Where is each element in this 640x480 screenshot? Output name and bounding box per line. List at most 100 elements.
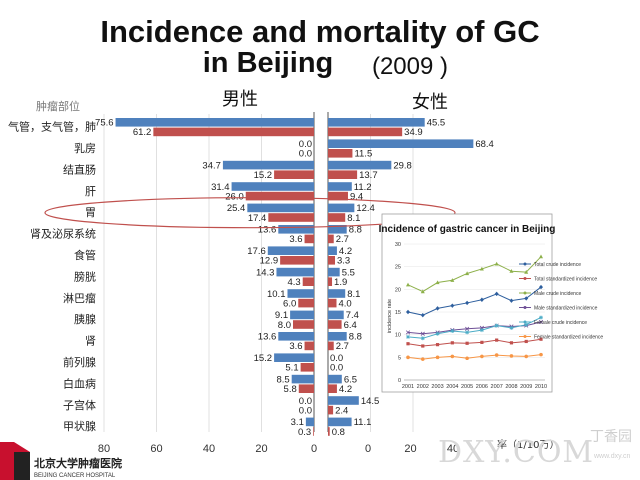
inset-point: [539, 337, 543, 341]
female-bar: [328, 310, 344, 320]
female-bar: [328, 256, 336, 265]
female-bar: [328, 225, 347, 234]
logo-mark-black: [14, 452, 30, 480]
category-label: 前列腺: [63, 355, 96, 369]
female-bar: [328, 341, 334, 351]
category-label: 结直肠: [63, 162, 96, 176]
male-bar: [278, 332, 314, 341]
male-bar: [293, 320, 314, 329]
inset-point: [405, 330, 411, 335]
inset-legend-marker: [523, 320, 527, 324]
inset-point: [420, 312, 425, 318]
inset-point: [494, 353, 499, 357]
category-label: 乳房: [74, 142, 96, 155]
inset-point: [465, 330, 470, 335]
male-bar-value: 17.4: [248, 213, 267, 224]
female-bar-value: 1.9: [334, 277, 347, 288]
male-bar: [304, 341, 314, 351]
female-bar-value: 8.1: [347, 213, 360, 224]
female-bar-value: 9.4: [350, 191, 363, 202]
inset-xtick: 2004: [446, 384, 458, 390]
male-axis-tick: 80: [98, 443, 110, 455]
female-bar: [328, 374, 342, 384]
inset-legend-label: Male standardized incidence: [534, 305, 598, 311]
inset-legend-label: Female crude incidence: [534, 320, 587, 326]
inset-series-line: [407, 354, 542, 360]
male-bar-value: 6.0: [283, 298, 296, 309]
female-bar: [328, 234, 334, 244]
female-bar-value: 5.5: [342, 267, 355, 278]
inset-point: [406, 334, 410, 339]
inset-point: [524, 354, 529, 359]
inset-title: Incidence of gastric cancer in Beijing: [379, 224, 556, 235]
inset-xtick: 2006: [476, 384, 488, 390]
watermark-url: www.dxy.cn: [593, 453, 631, 460]
male-bar: [313, 427, 314, 436]
female-bar: [328, 427, 330, 436]
inset-point: [479, 266, 484, 271]
inset-point: [465, 271, 470, 276]
male-bar: [247, 203, 314, 213]
inset-point: [435, 306, 440, 311]
female-axis-tick: 0: [365, 443, 371, 455]
inset-point: [494, 291, 499, 297]
male-bar-value: 34.7: [202, 160, 221, 171]
male-bar: [268, 213, 314, 222]
hospital-logo: 北京大学肿瘤医院 BEIJING CANCER HOSPITAL: [0, 442, 122, 480]
male-bar-value: 10.1: [267, 289, 286, 300]
inset-point: [479, 328, 484, 333]
female-bar: [328, 182, 352, 191]
male-bar-value: 61.2: [133, 127, 152, 138]
butterfly-category-labels: 气管，支气管，肺乳房结直肠肝胃肾及泌尿系统食管膀胱淋巴瘤胰腺肾前列腺白血病子宫体…: [8, 120, 96, 434]
inset-point: [406, 355, 410, 360]
female-bar-value: 11.1: [354, 417, 372, 428]
male-bar: [274, 353, 314, 362]
female-bar: [328, 118, 425, 127]
category-label: 甲状腺: [63, 419, 96, 433]
inset-point: [509, 298, 514, 303]
female-bar-value: 8.1: [347, 289, 360, 300]
logo-subtitle: BEIJING CANCER HOSPITAL: [34, 473, 116, 479]
female-bar: [328, 320, 342, 329]
butterfly-bars: 75.661.245.534.90.00.068.411.534.715.229…: [95, 118, 494, 438]
category-label: 肾: [85, 335, 96, 348]
male-bar: [245, 191, 314, 201]
female-bar-value: 68.4: [475, 139, 494, 150]
inset-point: [435, 280, 440, 285]
male-bar: [153, 127, 314, 137]
inset-legend-marker: [523, 277, 527, 280]
inset-series-lines: [405, 254, 544, 361]
inset-ytick: 20: [395, 287, 401, 293]
inset-point: [539, 315, 543, 320]
inset-point: [538, 319, 544, 325]
female-bar-value: 11.2: [354, 182, 372, 193]
inset-point: [450, 303, 455, 308]
inset-xtick: 2002: [417, 384, 429, 390]
female-bar: [328, 405, 334, 415]
female-bar: [328, 127, 403, 137]
female-bar-value: 2.7: [336, 234, 349, 245]
inset-point: [524, 269, 529, 274]
inset-point: [420, 331, 425, 336]
female-bar-value: 13.7: [359, 170, 378, 181]
male-bar-value: 13.6: [258, 332, 277, 343]
inset-point: [480, 340, 484, 344]
inset-point: [450, 278, 455, 282]
male-bar-value: 15.2: [254, 170, 273, 181]
inset-point: [465, 300, 470, 306]
female-bar: [328, 170, 358, 179]
female-bar-value: 29.8: [393, 160, 412, 171]
inset-legend-marker: [523, 291, 527, 295]
inset-ytick: 0: [398, 378, 401, 384]
female-bar-value: 7.4: [346, 310, 359, 321]
male-bar-value: 12.9: [260, 256, 279, 267]
male-bar-value: 31.4: [211, 182, 230, 193]
male-bar-value: 25.4: [227, 203, 246, 214]
inset-point: [539, 284, 543, 290]
male-axis-tick: 40: [203, 443, 215, 455]
inset-legend: Total crude incidence Total standardized …: [519, 262, 603, 340]
inset-point: [406, 342, 410, 346]
male-bar-value: 9.1: [275, 310, 288, 321]
inset-point: [524, 339, 528, 344]
male-axis-tick: 60: [150, 443, 162, 455]
